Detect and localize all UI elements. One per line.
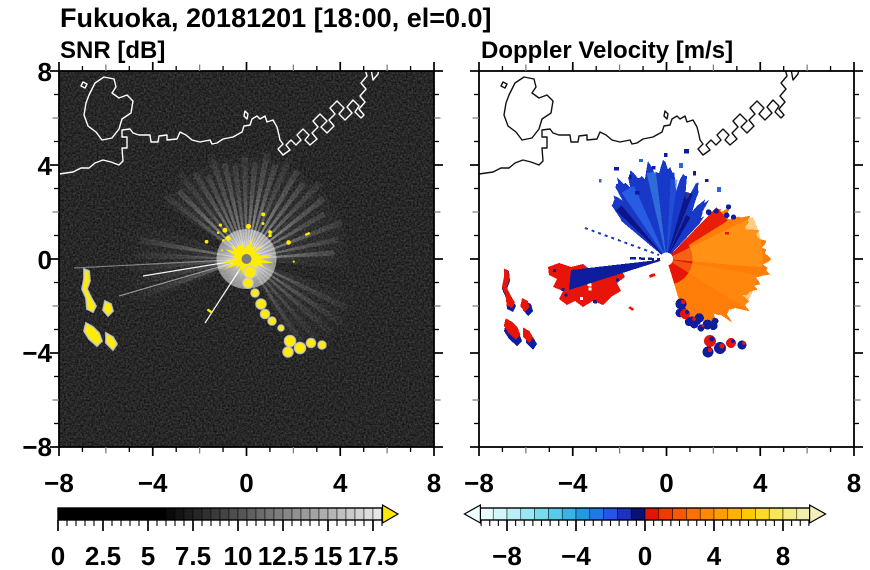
figure-title: Fukuoka, 20181201 [18:00, el=0.0] [60, 3, 492, 33]
x-tick-label: 8 [847, 468, 861, 498]
velocity-fans [548, 149, 772, 331]
colorbar-label: −4 [561, 541, 591, 570]
axis-ticks [50, 62, 863, 456]
colorbar-label: 12.5 [258, 541, 309, 570]
x-tick-label: −8 [464, 468, 494, 498]
colorbar-label: 8 [776, 541, 790, 570]
x-tick-label: −8 [44, 468, 74, 498]
snr-beam-fan [118, 152, 359, 364]
velocity-colorbar-labels: −8 −4 0 4 8 [492, 541, 790, 570]
colorbar-label: 15 [314, 541, 343, 570]
colorbar-label: 2.5 [85, 541, 121, 570]
colorbar-label: −8 [492, 541, 522, 570]
y-tick-label: 0 [38, 245, 52, 275]
x-tick-label: 0 [239, 468, 253, 498]
colorbar-label: 0 [638, 541, 652, 570]
x-tick-label: 0 [659, 468, 673, 498]
snr-echo-blobs [73, 212, 327, 358]
snr-x-tick-labels: −8 −4 0 4 8 [44, 468, 441, 498]
colorbar-label: 0 [51, 541, 65, 570]
colorbar-label: 17.5 [348, 541, 399, 570]
snr-y-tick-labels: 8 4 0 −4 −8 [22, 57, 52, 462]
velocity-x-tick-labels: −8 −4 0 4 8 [464, 468, 861, 498]
snr-colorbar-labels: 0 2.5 5 7.5 10 12.5 15 17.5 [51, 541, 399, 570]
x-tick-label: 4 [333, 468, 348, 498]
coastline-snr [59, 71, 380, 175]
y-tick-label: 4 [38, 151, 53, 181]
x-tick-label: −4 [138, 468, 168, 498]
x-tick-label: 4 [753, 468, 768, 498]
colorbar-label: 7.5 [175, 541, 211, 570]
velocity-subtitle: Doppler Velocity [m/s] [481, 37, 733, 64]
x-tick-label: −4 [558, 468, 588, 498]
snr-subtitle: SNR [dB] [60, 37, 165, 64]
snr-panel [59, 71, 434, 447]
coastline-velocity [479, 71, 800, 175]
y-tick-label: −4 [22, 338, 52, 368]
colorbar-label: 5 [141, 541, 155, 570]
velocity-echo-blobs [501, 232, 747, 358]
colorbar-label: 4 [707, 541, 722, 570]
velocity-colorbar [463, 503, 827, 531]
x-tick-label: 8 [427, 468, 441, 498]
colorbar-label: 10 [224, 541, 253, 570]
velocity-panel [479, 71, 854, 447]
y-tick-label: 8 [38, 57, 52, 87]
y-tick-label: −8 [22, 432, 52, 462]
snr-colorbar [57, 503, 400, 531]
